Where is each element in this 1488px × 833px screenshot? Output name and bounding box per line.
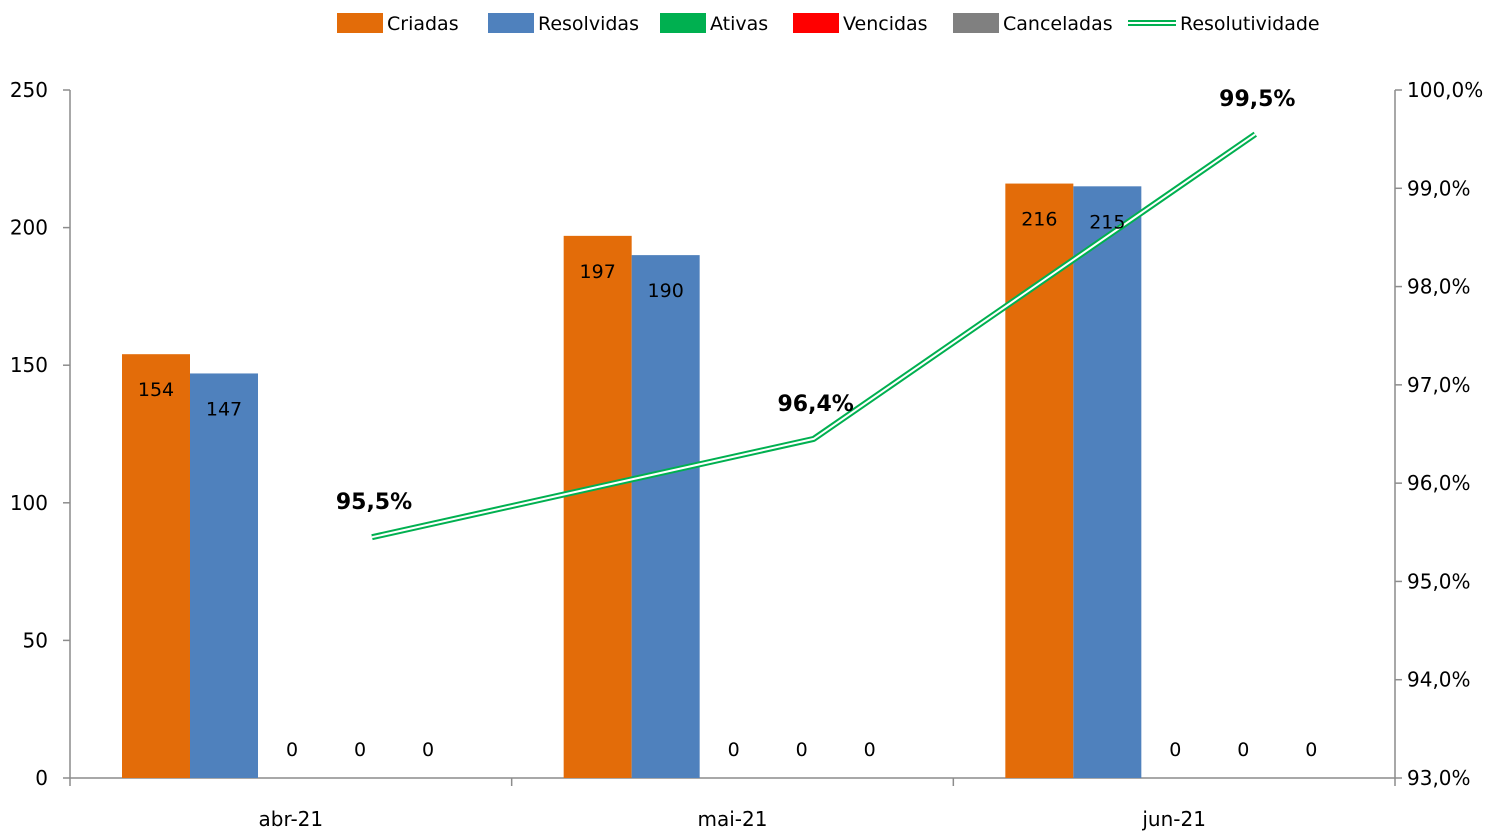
y2-tick-label: 99,0%	[1407, 176, 1471, 200]
resolutividade-value-label: 95,5%	[336, 490, 412, 515]
legend-label: Vencidas	[843, 13, 928, 35]
axes: 0 50 100 150 200 250 93,0% 94,0% 95,0% 96,0% 97,0%…	[10, 78, 1483, 831]
y2-tick-label: 94,0%	[1407, 668, 1471, 692]
bar-criadas	[122, 354, 190, 778]
y-tick-label: 200	[10, 216, 48, 240]
legend-swatch	[953, 13, 999, 33]
bar-criadas	[563, 235, 632, 778]
bar-value-label: 197	[580, 261, 616, 283]
x-tick-label: abr-21	[259, 807, 324, 831]
y2-tick-label: 100,0%	[1407, 78, 1483, 102]
y2-tick-label: 98,0%	[1407, 275, 1471, 299]
legend-item-criadas: Criadas	[337, 13, 459, 35]
bar-value-label: 0	[796, 739, 808, 761]
bar-value-label: 0	[1305, 739, 1317, 761]
data-labels: 154 197 216 147 190 215 0 0 0 0 0 0 0 0 0 95,5% 96,4% 99,…	[138, 87, 1318, 761]
x-tick-label: mai-21	[698, 807, 768, 831]
legend-item-ativas: Ativas	[660, 13, 768, 35]
legend-item-canceladas: Canceladas	[953, 13, 1113, 35]
bar-value-label: 0	[1169, 739, 1181, 761]
bar-value-label: 0	[354, 739, 366, 761]
legend-label: Canceladas	[1003, 13, 1113, 35]
y-tick-label: 100	[10, 491, 48, 515]
bars	[122, 183, 1142, 778]
y2-tick-label: 93,0%	[1407, 766, 1471, 790]
bar-resolvidas	[190, 373, 258, 778]
legend-swatch	[793, 13, 839, 33]
legend-swatch	[660, 13, 706, 33]
y2-tick-label: 96,0%	[1407, 471, 1471, 495]
legend-swatch	[337, 13, 383, 33]
bar-value-label: 215	[1089, 211, 1125, 233]
legend-label: Resolvidas	[538, 13, 639, 35]
legend-label: Criadas	[387, 13, 459, 35]
bar-value-label: 154	[138, 379, 174, 401]
bar-value-label: 0	[422, 739, 434, 761]
y-tick-label: 50	[23, 628, 48, 652]
y2-tick-label: 97,0%	[1407, 373, 1471, 397]
bar-value-label: 216	[1021, 209, 1057, 231]
bar-value-label: 0	[1237, 739, 1249, 761]
bar-criadas	[1005, 183, 1074, 778]
legend-item-vencidas: Vencidas	[793, 13, 928, 35]
x-tick-label: jun-21	[1141, 807, 1206, 831]
y-tick-label: 0	[35, 766, 48, 790]
legend-item-resolutividade: Resolutividade	[1128, 13, 1320, 35]
y-tick-label: 250	[10, 78, 48, 102]
bar-value-label: 0	[728, 739, 740, 761]
legend-item-resolvidas: Resolvidas	[488, 13, 639, 35]
resolutividade-value-label: 99,5%	[1219, 87, 1295, 112]
legend-swatch	[488, 13, 534, 33]
y2-tick-label: 95,0%	[1407, 569, 1471, 593]
bar-resolvidas	[1073, 186, 1142, 778]
bar-value-label: 147	[206, 398, 242, 420]
resolutividade-line-layer	[371, 131, 1258, 541]
bar-value-label: 0	[286, 739, 298, 761]
resolutividade-value-label: 96,4%	[778, 392, 854, 417]
legend: Criadas Resolvidas Ativas Vencidas Cancelada…	[337, 13, 1320, 35]
bar-resolvidas	[631, 255, 700, 778]
resolutividade-line-inner	[371, 133, 1256, 539]
legend-label: Ativas	[710, 13, 768, 35]
bar-value-label: 190	[648, 280, 684, 302]
bar-value-label: 0	[864, 739, 876, 761]
legend-label: Resolutividade	[1180, 13, 1320, 35]
y-tick-label: 150	[10, 353, 48, 377]
